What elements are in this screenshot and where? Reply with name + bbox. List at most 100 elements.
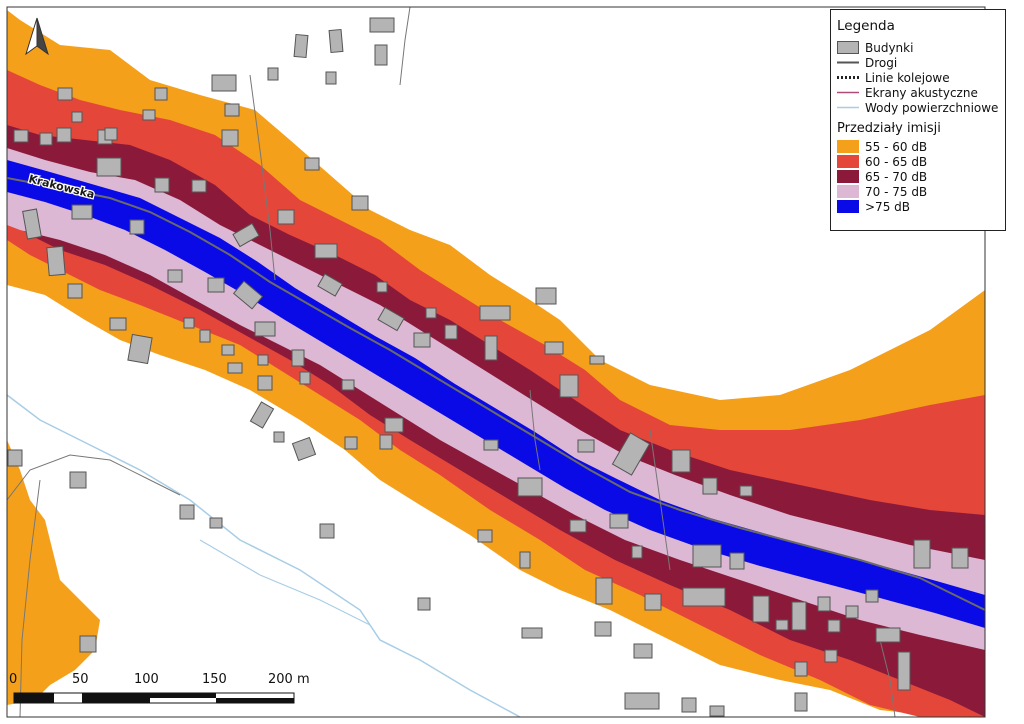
building: [611, 432, 651, 476]
legend-item-acoustic-screens: Ekrany akustyczne: [837, 85, 999, 100]
building: [317, 273, 343, 297]
building: [609, 513, 629, 529]
building: [794, 661, 808, 677]
map-frame: [6, 6, 986, 718]
scale-tick-0: 0: [9, 672, 18, 687]
legend-range-65-70: 65 - 70 dB: [837, 169, 999, 184]
building: [631, 545, 643, 559]
building: [56, 127, 72, 143]
building: [827, 619, 841, 633]
road-side-5: [649, 429, 671, 571]
building: [897, 651, 911, 691]
building: [254, 321, 276, 337]
building: [479, 305, 511, 321]
legend-item-railways: Linie kolejowe: [837, 70, 999, 85]
scale-tick-100: 100: [134, 672, 159, 687]
building: [7, 449, 23, 467]
building-swatch-icon: [837, 41, 859, 54]
road-side-2: [399, 7, 411, 86]
building: [376, 281, 388, 293]
building: [46, 245, 66, 277]
building: [377, 306, 405, 332]
road-krakowska: [7, 177, 985, 611]
building: [257, 375, 273, 391]
building: [752, 595, 770, 623]
scale-tick-200: 200 m: [268, 672, 310, 687]
building: [183, 317, 195, 329]
building: [379, 434, 393, 450]
building: [291, 436, 317, 462]
road-side-1: [249, 74, 276, 281]
building: [624, 692, 660, 710]
building: [109, 317, 127, 331]
building: [293, 33, 309, 59]
building: [682, 587, 726, 607]
building: [417, 597, 431, 611]
legend-ranges-title: Przedziały imisji: [837, 121, 941, 136]
building: [167, 269, 183, 283]
building: [865, 589, 879, 603]
building: [207, 277, 225, 293]
building: [544, 341, 564, 355]
building: [232, 280, 264, 310]
building: [221, 344, 235, 356]
building: [517, 477, 543, 497]
building: [569, 519, 587, 533]
building: [257, 354, 269, 366]
legend-item-surface-waters: Wody powierzchniowe: [837, 100, 999, 115]
building: [179, 504, 195, 520]
building: [129, 219, 145, 235]
building: [444, 324, 458, 340]
building: [127, 333, 153, 365]
building: [595, 577, 613, 605]
building: [577, 439, 595, 453]
building: [299, 371, 311, 385]
building: [483, 439, 499, 451]
building: [69, 471, 87, 489]
building: [232, 222, 260, 248]
legend-range-60-65: 60 - 65 dB: [837, 154, 999, 169]
north-arrow-icon: [25, 17, 49, 56]
building: [154, 177, 170, 193]
building: [775, 619, 789, 631]
building: [817, 596, 831, 612]
building: [521, 627, 543, 639]
scale-tick-50: 50: [72, 672, 89, 687]
building: [277, 209, 295, 225]
building: [227, 362, 243, 374]
building: [304, 157, 320, 171]
range-swatch-55-60: [837, 140, 859, 153]
building: [39, 132, 53, 146]
building: [71, 204, 93, 220]
building: [384, 417, 404, 433]
building: [319, 523, 335, 539]
building: [351, 195, 369, 211]
building: [291, 349, 305, 367]
railway-line-icon: [837, 76, 859, 79]
range-swatch-65-70: [837, 170, 859, 183]
building: [224, 103, 240, 117]
building: [413, 332, 431, 348]
building: [794, 692, 808, 712]
building: [702, 477, 718, 495]
building: [477, 529, 493, 543]
building: [681, 697, 697, 713]
building: [273, 431, 285, 443]
building: [199, 329, 211, 343]
range-swatch-over-75: [837, 200, 859, 213]
building: [425, 307, 437, 319]
building: [328, 28, 344, 54]
building: [341, 379, 355, 391]
building: [22, 208, 42, 240]
range-swatch-60-65: [837, 155, 859, 168]
building: [374, 44, 388, 66]
building: [913, 539, 931, 569]
building: [344, 436, 358, 450]
building: [824, 649, 838, 663]
building: [951, 547, 969, 569]
scale-tick-150: 150: [202, 672, 227, 687]
building: [633, 643, 653, 659]
building: [739, 485, 753, 497]
building: [13, 129, 29, 143]
road-side-3: [7, 454, 181, 501]
